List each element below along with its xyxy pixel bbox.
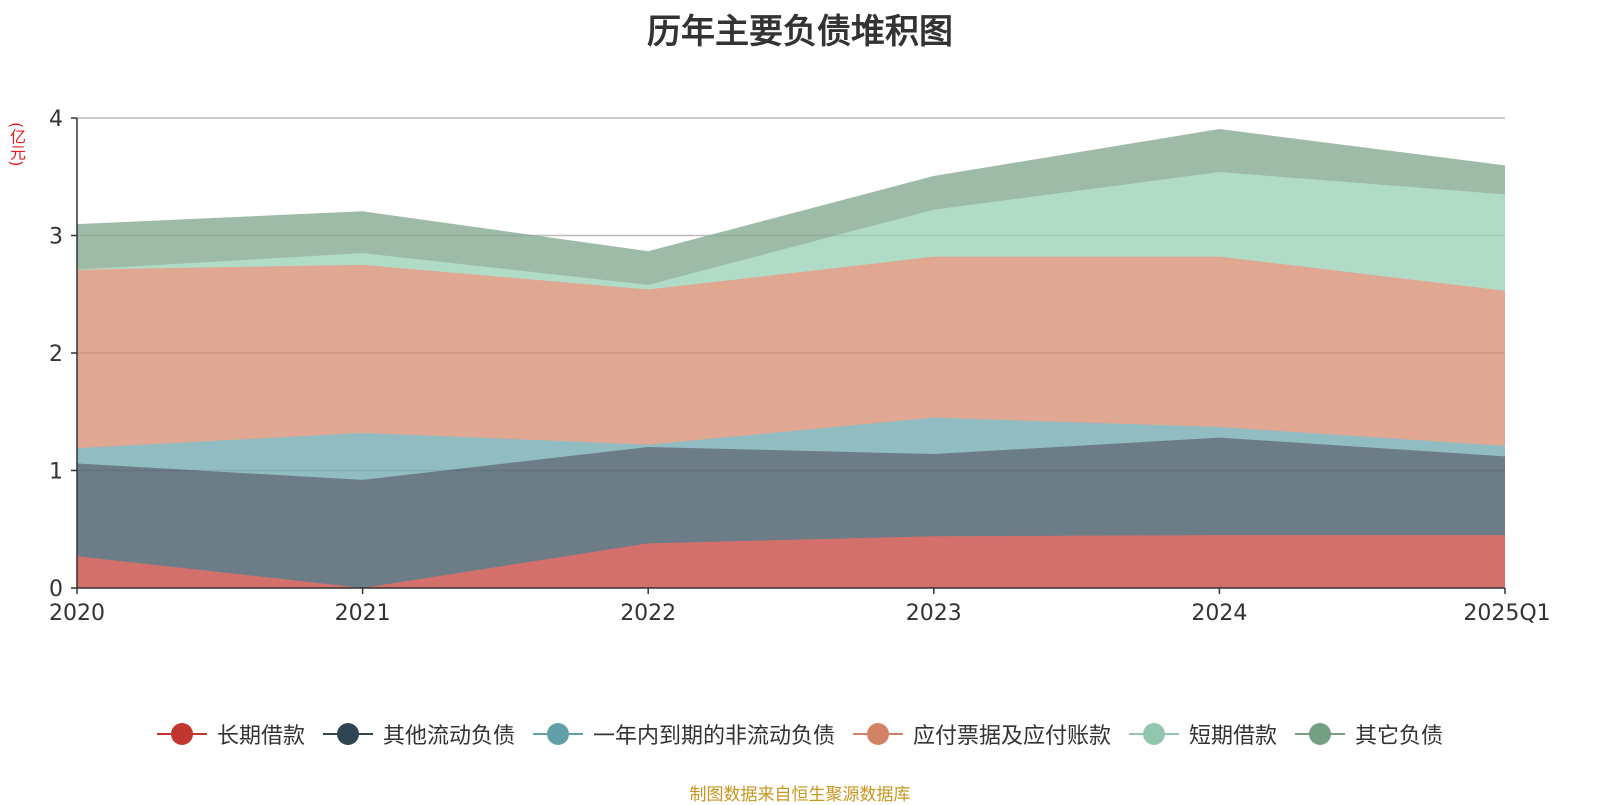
legend-item-short-term-loans[interactable]: 短期借款: [1129, 718, 1277, 750]
x-tick-label: 2025Q1: [1463, 601, 1550, 626]
x-tick-label: 2020: [49, 601, 105, 626]
y-tick-label: 4: [49, 107, 63, 132]
legend-label: 应付票据及应付账款: [913, 724, 1112, 749]
area-series-2: [77, 417, 1505, 480]
area-edge-line-5: [76, 128, 1506, 253]
y-tick-label: 0: [49, 577, 63, 602]
area-series-5: [77, 129, 1505, 285]
area-series-0: [77, 535, 1505, 588]
legend-marker-icon: [322, 722, 373, 746]
y-tick-label: 3: [49, 225, 63, 250]
legend: 长期借款 其他流动负债 一年内到期的非流动负债 应付票据及应付账款 短期借款 其…: [0, 718, 1600, 750]
y-tick-label: 2: [49, 342, 63, 367]
area-series-group: [76, 117, 1506, 589]
legend-label: 短期借款: [1189, 724, 1278, 749]
legend-marker-icon: [853, 722, 903, 746]
y-tick-label: 1: [49, 460, 63, 485]
legend-item-long-term-loans[interactable]: 长期借款: [156, 718, 305, 750]
legend-marker-icon: [532, 722, 583, 746]
legend-label: 长期借款: [216, 724, 305, 749]
area-series-4: [77, 172, 1505, 291]
area-series-3: [77, 256, 1505, 449]
axes: [71, 117, 1506, 594]
legend-label: 其它负债: [1355, 724, 1444, 749]
x-tick-label: 2023: [906, 601, 962, 626]
x-tick-label: 2021: [335, 601, 391, 626]
legend-label: 其他流动负债: [382, 724, 515, 749]
y-axis-unit-label: (亿元): [7, 122, 26, 167]
area-series-1: [77, 437, 1505, 588]
data-source-note: 制图数据来自恒生聚源数据库: [689, 785, 911, 805]
x-tick-label: 2022: [620, 601, 676, 626]
legend-item-non-current-due-within-year[interactable]: 一年内到期的非流动负债: [532, 718, 835, 750]
legend-item-notes-accounts-payable[interactable]: 应付票据及应付账款: [853, 718, 1111, 750]
legend-label: 一年内到期的非流动负债: [592, 724, 835, 749]
tick-labels: 0 1 2 3 4 2020 2021 2022 2023 2024 2025Q1: [49, 107, 1551, 626]
legend-item-other-current-liabilities[interactable]: 其他流动负债: [322, 718, 515, 750]
chart-title: 历年主要负债堆积图: [647, 12, 953, 52]
legend-item-other-liabilities[interactable]: 其它负债: [1295, 718, 1443, 750]
x-tick-label: 2024: [1191, 601, 1247, 626]
legend-marker-icon: [1129, 722, 1180, 746]
legend-marker-icon: [156, 722, 207, 746]
legend-marker-icon: [1295, 722, 1346, 746]
